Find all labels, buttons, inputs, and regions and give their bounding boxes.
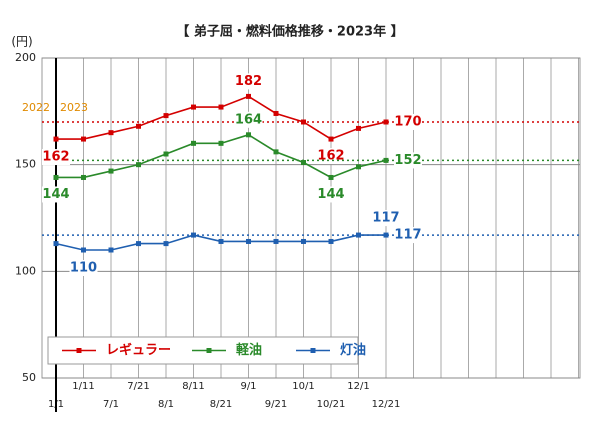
- data-label: 170: [394, 115, 421, 130]
- point-marker: [383, 232, 389, 238]
- label-bg: [317, 186, 345, 203]
- x-tick-label: 12/21: [372, 399, 401, 410]
- point-marker: [163, 113, 169, 119]
- point-marker: [108, 247, 114, 253]
- legend-swatch: [206, 348, 212, 353]
- data-label: 152: [394, 153, 421, 168]
- point-marker: [81, 247, 86, 253]
- point-marker: [108, 130, 114, 136]
- data-label: 110: [70, 261, 97, 276]
- point-marker: [191, 140, 196, 146]
- point-marker: [273, 149, 279, 155]
- legend-label: レギュラー: [106, 342, 171, 358]
- x-tick-label: 8/1: [158, 399, 174, 410]
- data-label: 117: [372, 211, 399, 226]
- data-label: 162: [317, 149, 344, 164]
- point-marker: [218, 104, 224, 110]
- point-marker: [356, 164, 361, 170]
- legend-label: 軽油: [236, 342, 262, 358]
- label-bg: [42, 149, 70, 166]
- x-tick-label: 12/1: [347, 381, 369, 392]
- data-label: 117: [394, 228, 421, 243]
- point-marker: [273, 238, 279, 244]
- plot-area: [41, 57, 581, 379]
- x-tick-label: 9/1: [240, 381, 256, 392]
- point-marker: [163, 241, 169, 247]
- point-marker: [246, 132, 251, 138]
- x-tick-label: 1/11: [72, 381, 94, 392]
- label-bg: [42, 186, 70, 203]
- point-marker: [246, 93, 251, 99]
- y-tick-label: 200: [15, 51, 36, 64]
- point-marker: [81, 136, 86, 142]
- x-tick-label: 10/1: [292, 381, 314, 392]
- y-axis-label: (円): [11, 35, 32, 49]
- legend-swatch: [76, 348, 82, 353]
- x-tick-label: 7/1: [103, 399, 119, 410]
- point-marker: [273, 110, 279, 116]
- point-marker: [328, 136, 334, 142]
- point-marker: [81, 174, 86, 180]
- chart-title: 【 弟子屈・燃料価格推移・2023年 】: [176, 24, 403, 40]
- point-marker: [163, 151, 169, 157]
- x-tick-label: 9/21: [265, 399, 287, 410]
- point-marker: [218, 140, 224, 146]
- point-marker: [328, 238, 334, 244]
- label-bg: [394, 114, 422, 130]
- point-marker: [136, 123, 141, 129]
- point-marker: [356, 232, 361, 238]
- data-label: 144: [317, 187, 344, 202]
- point-marker: [108, 168, 114, 174]
- point-marker: [136, 241, 141, 247]
- point-marker: [136, 162, 141, 168]
- point-marker: [191, 232, 196, 238]
- point-marker: [301, 160, 306, 166]
- data-label: 162: [42, 150, 69, 165]
- label-bg: [372, 210, 400, 227]
- annotation: 2023: [60, 101, 88, 114]
- x-tick-label: 8/11: [182, 381, 204, 392]
- label-bg: [394, 152, 422, 169]
- point-marker: [356, 125, 361, 131]
- label-bg: [394, 227, 422, 244]
- label-bg: [234, 73, 263, 90]
- point-marker: [328, 174, 334, 180]
- point-marker: [246, 238, 251, 244]
- data-label: 182: [235, 74, 262, 89]
- point-marker: [53, 136, 59, 142]
- point-marker: [301, 119, 306, 125]
- label-bg: [234, 111, 263, 128]
- point-marker: [383, 119, 389, 125]
- legend-label: 灯油: [340, 342, 366, 358]
- label-bg: [69, 260, 98, 276]
- annotation: 2022: [22, 101, 50, 114]
- y-tick-label: 150: [15, 158, 36, 171]
- x-tick-label: 8/21: [210, 399, 232, 410]
- point-marker: [191, 104, 196, 110]
- y-tick-label: 50: [22, 371, 36, 384]
- legend-swatch: [310, 348, 316, 353]
- point-marker: [218, 238, 224, 244]
- data-label: 164: [235, 112, 262, 127]
- data-label: 144: [42, 187, 69, 202]
- y-tick-label: 100: [15, 264, 36, 277]
- point-marker: [53, 241, 59, 247]
- point-marker: [301, 238, 306, 244]
- point-marker: [53, 174, 59, 180]
- x-tick-label: 7/21: [127, 381, 149, 392]
- point-marker: [383, 157, 389, 163]
- x-tick-label: 10/21: [317, 399, 346, 410]
